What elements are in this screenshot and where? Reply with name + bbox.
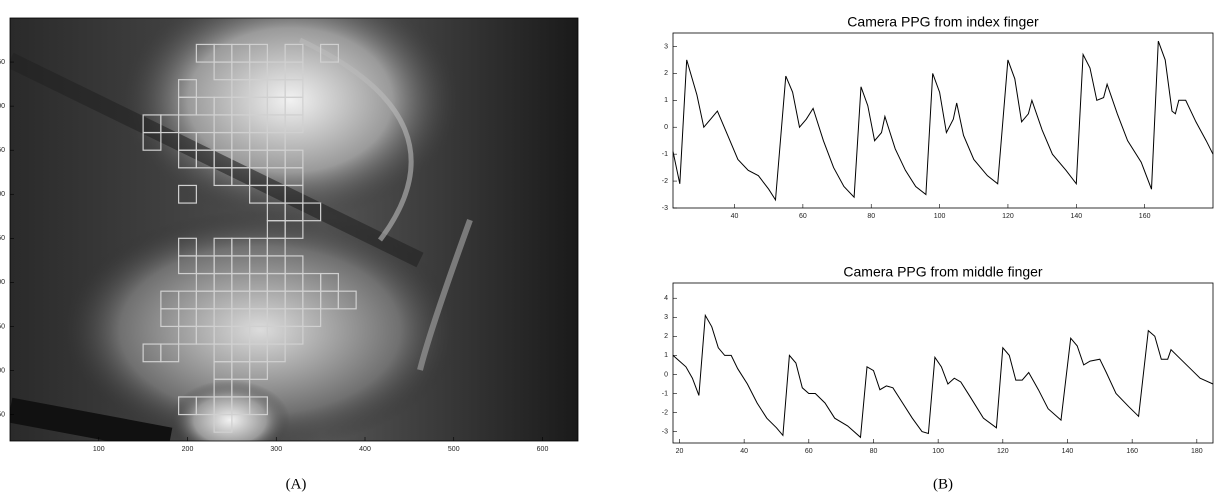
chart-title: Camera PPG from middle finger (843, 264, 1043, 280)
x-tick-label: 40 (731, 213, 739, 220)
y-tick-label: 3 (664, 314, 668, 321)
x-tick-label: 160 (1126, 448, 1138, 455)
x-tick-label: 200 (182, 446, 194, 453)
y-tick-label: 150 (0, 147, 5, 154)
axes-frame (9, 17, 579, 442)
y-tick-label: 200 (0, 191, 5, 198)
x-tick-label: 100 (934, 213, 946, 220)
y-tick-label: 300 (0, 279, 5, 286)
axes-frame (672, 32, 1214, 209)
y-tick-label: 1 (664, 352, 668, 359)
roi-cell (284, 220, 304, 239)
y-tick-label: -3 (662, 205, 668, 212)
x-tick-label: 100 (932, 448, 944, 455)
y-tick-label: 0 (664, 371, 668, 378)
x-tick-label: 400 (359, 446, 371, 453)
y-tick-label: 50 (0, 59, 5, 66)
ppg-line (672, 40, 1214, 202)
x-tick-label: 160 (1139, 213, 1151, 220)
y-tick-label: -2 (662, 178, 668, 185)
y-tick-label: 350 (0, 323, 5, 330)
roi-cell (320, 43, 339, 63)
x-tick-label: 120 (1002, 213, 1014, 220)
y-tick-label: 450 (0, 411, 5, 418)
roi-cell (213, 413, 233, 433)
y-tick-label: -1 (662, 390, 668, 397)
y-tick-label: -2 (662, 409, 668, 416)
x-tick-label: 20 (676, 448, 684, 455)
x-tick-label: 300 (270, 446, 282, 453)
x-tick-label: 180 (1191, 448, 1203, 455)
x-tick-label: 100 (93, 446, 105, 453)
x-tick-label: 80 (867, 213, 875, 220)
x-tick-label: 120 (997, 448, 1009, 455)
roi-cell (249, 396, 268, 416)
roi-cell (302, 202, 322, 222)
x-tick-label: 40 (740, 448, 748, 455)
caption: (B) (933, 476, 953, 492)
y-tick-label: 1 (664, 97, 668, 104)
x-tick-label: 500 (448, 446, 460, 453)
roi-cell (284, 114, 304, 134)
y-tick-label: 0 (664, 124, 668, 131)
x-tick-label: 140 (1070, 213, 1082, 220)
x-tick-label: 60 (799, 213, 807, 220)
axes-frame (672, 282, 1214, 444)
x-tick-label: 60 (805, 448, 813, 455)
y-tick-label: 400 (0, 367, 5, 374)
y-tick-label: 2 (664, 333, 668, 340)
ppg-line (672, 313, 1214, 439)
roi-cell (160, 343, 180, 363)
roi-cell (142, 131, 162, 151)
roi-cell (266, 343, 286, 363)
roi-cell (160, 114, 180, 134)
roi-cell (249, 361, 268, 380)
y-tick-label: 2 (664, 70, 668, 77)
y-tick-label: 3 (664, 43, 668, 50)
x-tick-label: 80 (870, 448, 878, 455)
roi-cell (284, 325, 304, 345)
x-tick-label: 140 (1062, 448, 1074, 455)
y-tick-label: -3 (662, 428, 668, 435)
chart-title: Camera PPG from index finger (847, 14, 1039, 30)
y-tick-label: 100 (0, 103, 5, 110)
roi-cell (178, 184, 197, 204)
roi-cell (337, 290, 357, 310)
caption: (A) (286, 476, 307, 492)
x-tick-label: 600 (537, 446, 549, 453)
finger-image (10, 18, 578, 441)
y-tick-label: -1 (662, 151, 668, 158)
y-tick-label: 4 (664, 295, 668, 302)
roi-cell (302, 308, 322, 328)
y-tick-label: 250 (0, 235, 5, 242)
